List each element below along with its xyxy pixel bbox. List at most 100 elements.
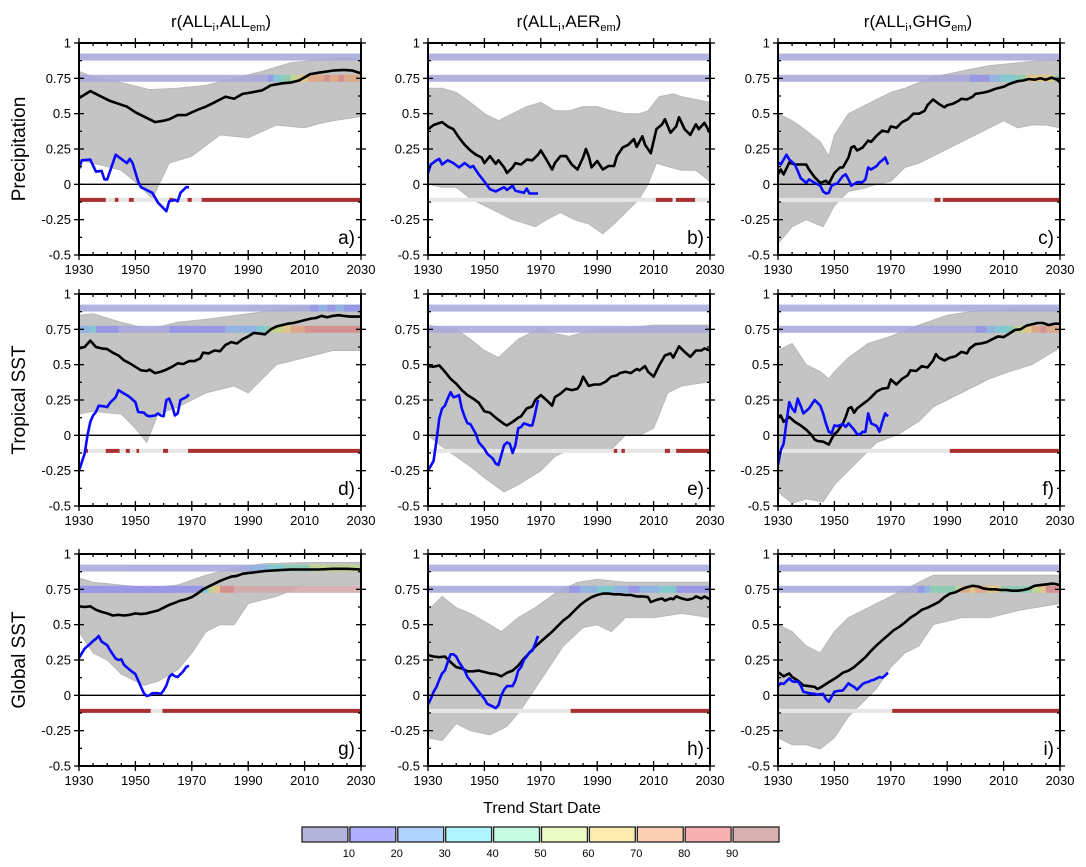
- threshold-bar-segment: [580, 585, 598, 593]
- y-tick-label: 1: [413, 287, 420, 302]
- x-tick-label: 1990: [234, 262, 263, 277]
- threshold-bar-segment: [290, 74, 299, 82]
- row-label-precipitation: Precipitation: [9, 97, 30, 202]
- x-tick-label: 1970: [177, 773, 206, 788]
- y-tick-label: -0.25: [41, 723, 71, 738]
- colorbar-tick-label: 50: [534, 848, 546, 860]
- threshold-bar-segment: [267, 564, 285, 572]
- x-tick-label: 1970: [177, 513, 206, 528]
- x-tick-label: 1970: [526, 773, 555, 788]
- colorbar-legend: 10 20 30 40 50 60 70 80 90: [301, 826, 780, 860]
- significant-segment: [187, 197, 192, 202]
- x-tick-label: 1990: [933, 773, 962, 788]
- threshold-bar-segment: [428, 564, 710, 572]
- y-tick-label: -0.25: [41, 212, 71, 227]
- y-tick-label: -0.25: [740, 463, 770, 478]
- threshold-bar-segment: [917, 585, 925, 593]
- x-tick-label: 1930: [65, 773, 94, 788]
- significant-segment: [85, 448, 89, 453]
- threshold-bar-segment: [324, 74, 330, 82]
- x-tick-label: 1950: [470, 513, 499, 528]
- threshold-bar-segment: [282, 74, 291, 82]
- threshold-bar-0_9: [778, 53, 1060, 61]
- threshold-bar-segment: [327, 304, 336, 312]
- column-title-text: ): [616, 12, 622, 31]
- threshold-bar-segment: [1009, 325, 1015, 333]
- threshold-bar-segment: [267, 74, 274, 82]
- y-tick-label: -0.25: [41, 463, 71, 478]
- y-tick-label: 0: [64, 177, 71, 192]
- significant-segment: [79, 197, 106, 202]
- threshold-bar-segment: [428, 325, 710, 333]
- threshold-bar-segment: [614, 585, 629, 593]
- ensemble-member-spread: [778, 59, 1060, 245]
- significant-segment: [676, 448, 710, 453]
- not-significant-segment: [428, 708, 710, 713]
- threshold-bar-0_75: [428, 325, 710, 333]
- colorbar-swatch: [397, 826, 445, 843]
- ensemble-member-spread: [79, 304, 361, 444]
- x-tick-label: 1930: [65, 513, 94, 528]
- x-tick-label: 1930: [414, 513, 443, 528]
- threshold-bar-segment: [924, 585, 931, 593]
- threshold-bar-segment: [338, 74, 344, 82]
- y-tick-label: -0.25: [740, 723, 770, 738]
- significant-segment: [201, 197, 361, 202]
- threshold-bar-segment: [778, 74, 970, 82]
- colorbar-tick-label: 10: [343, 848, 355, 860]
- observed-line: [428, 635, 540, 710]
- colorbar-tick-label: 60: [582, 848, 594, 860]
- column-title-aer: r(ALLi,AERem): [517, 12, 622, 34]
- colorbar-swatch: [492, 826, 541, 843]
- x-tick-label: 2030: [1046, 262, 1075, 277]
- threshold-bar-segment: [989, 74, 1001, 82]
- column-title-text: ): [967, 12, 973, 31]
- threshold-bar-segment: [284, 564, 311, 572]
- y-tick-label: 0.75: [46, 322, 71, 337]
- x-tick-label: 2030: [347, 773, 376, 788]
- significant-segment: [136, 448, 140, 453]
- threshold-bar-segment: [290, 325, 305, 333]
- y-tick-label: -0.25: [390, 723, 420, 738]
- y-tick-label: 0.25: [745, 142, 770, 157]
- significance-bar: [778, 448, 1060, 453]
- panel-label: g): [338, 739, 355, 760]
- threshold-bar-segment: [265, 325, 271, 333]
- colorbar-tick-label: 20: [391, 848, 403, 860]
- threshold-bar-segment: [282, 325, 291, 333]
- y-tick-label: 0.5: [53, 106, 71, 121]
- plot-area: [428, 564, 710, 742]
- threshold-bar-segment: [778, 304, 1060, 312]
- column-title-text: ,ALL: [215, 12, 250, 31]
- x-tick-label: 1950: [121, 513, 150, 528]
- x-tick-label: 2010: [989, 773, 1018, 788]
- threshold-bar-segment: [975, 585, 987, 593]
- y-tick-label: 0: [763, 428, 770, 443]
- y-tick-label: 1: [413, 36, 420, 51]
- axis-ticks: [423, 289, 715, 511]
- threshold-bar-segment: [428, 585, 569, 593]
- not-significant-segment: [428, 448, 710, 453]
- y-tick-label: 0.25: [745, 393, 770, 408]
- threshold-bar-0_9: [79, 53, 361, 61]
- significant-segment: [114, 197, 119, 202]
- threshold-bar-segment: [1040, 585, 1046, 593]
- x-tick-label: 2030: [1046, 773, 1075, 788]
- panel-e: 1930 1950 1970 1990 2010 2030 1 0.75 0.5 0.25 0 -0.…: [390, 287, 724, 529]
- y-tick-label: 0.5: [402, 357, 420, 372]
- significant-segment: [163, 448, 169, 453]
- y-tick-label: 1: [413, 547, 420, 562]
- y-tick-label: 0.75: [395, 582, 420, 597]
- y-tick-label: 0.5: [402, 617, 420, 632]
- y-tick-label: -0.5: [748, 499, 770, 514]
- threshold-bar-0_75: [79, 74, 361, 82]
- x-tick-label: 2010: [639, 773, 668, 788]
- ensemble-member-spread: [428, 324, 710, 493]
- threshold-bar-segment: [234, 585, 361, 593]
- y-tick-label: 0.75: [745, 322, 770, 337]
- y-tick-label: 0: [64, 428, 71, 443]
- x-tick-label: 1930: [414, 262, 443, 277]
- x-tick-label: 1970: [526, 262, 555, 277]
- column-title-ghg: r(ALLi,GHGem): [864, 12, 972, 34]
- threshold-bar-segment: [79, 304, 311, 312]
